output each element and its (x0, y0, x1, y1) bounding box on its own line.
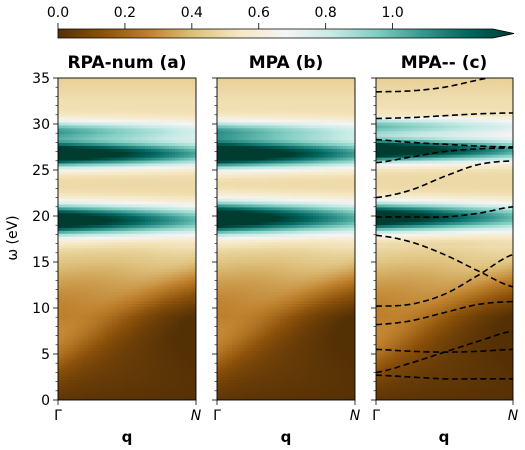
colorbar-tick-label: 0.4 (181, 5, 203, 21)
x-tick-gamma: Γ (54, 408, 62, 424)
dashed-mode-curve (376, 300, 513, 326)
panel-title: MPA (b) (249, 53, 324, 73)
dashed-mode-curve (376, 206, 513, 218)
y-tick-label: 35 (32, 71, 50, 87)
colorbar-tick-label: 0.2 (114, 5, 136, 21)
y-tick-label: 0 (41, 393, 50, 409)
x-axis-label: q (439, 428, 450, 446)
heatmap-area (212, 77, 356, 405)
plot-frame (57, 77, 197, 401)
y-tick-label: 15 (32, 255, 50, 271)
dashed-mode-curve (376, 330, 513, 374)
dashed-mode-curve (376, 138, 513, 148)
x-tick-gamma: Γ (213, 408, 221, 424)
x-axis-label: q (122, 428, 133, 446)
colorbar-gradient (57, 28, 515, 39)
dashed-mode-curve (376, 112, 513, 120)
panel-title: MPA-- (c) (401, 53, 488, 73)
x-axis-label: q (281, 428, 292, 446)
panel-rpa-num: RPA-num (a) 0 5 10 15 20 25 30 35 q Γ N ω (eV) (5, 53, 202, 446)
panel-mpa-minus: MPA-- (c) q Γ N (371, 53, 519, 446)
y-tick-label: 25 (32, 163, 50, 179)
heatmap-cells (376, 78, 513, 400)
heatmap-cells (58, 78, 196, 400)
y-axis-label: ω (eV) (5, 215, 21, 260)
dashed-mode-curve (376, 78, 492, 93)
y-tick-label: 5 (41, 347, 50, 363)
y-tick-label: 10 (32, 301, 50, 317)
panel-mpa: MPA (b) q Γ N (212, 53, 361, 446)
heatmap-area (371, 77, 514, 405)
colorbar-tick-label: 0.6 (248, 5, 270, 21)
x-tick-n: N (350, 408, 361, 424)
dashed-mode-curve (376, 147, 513, 164)
panel-title: RPA-num (a) (67, 53, 186, 73)
plot-frame (375, 77, 514, 401)
dashed-mode-curve (376, 160, 513, 199)
x-tick-n: N (508, 408, 519, 424)
y-tick-label: 30 (32, 117, 50, 133)
x-tick-gamma: Γ (372, 408, 380, 424)
x-tick-n: N (191, 408, 202, 424)
colorbar-ticks: 0.0 0.2 0.4 0.6 0.8 1.0 (47, 5, 404, 29)
heatmap-area: 0 5 10 15 20 25 30 35 (32, 71, 197, 409)
dashed-mode-curve (376, 253, 513, 307)
colorbar-tick-label: 1.0 (381, 5, 403, 21)
dashed-mode-curve (376, 234, 513, 288)
plot-frame (216, 77, 356, 401)
colorbar: 0.0 0.2 0.4 0.6 0.8 1.0 (47, 5, 515, 39)
colorbar-tick-label: 0.8 (315, 5, 337, 21)
heatmap-cells (217, 78, 355, 400)
colorbar-tick-label: 0.0 (47, 5, 69, 21)
dashed-mode-curve (376, 374, 513, 380)
y-tick-label: 20 (32, 209, 50, 225)
